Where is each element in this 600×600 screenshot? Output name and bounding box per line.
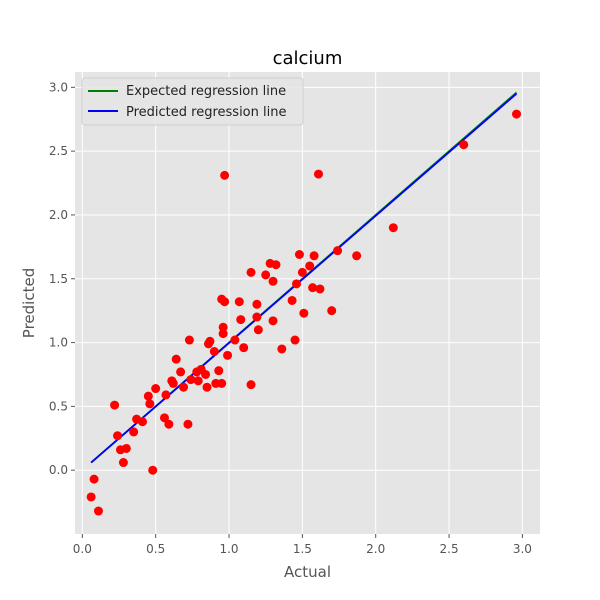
- regression-lines: [90, 91, 518, 464]
- legend: Expected regression line Predicted regre…: [81, 77, 304, 126]
- y-tick-label: 1.5: [49, 272, 68, 286]
- x-tick-label: 1.5: [293, 542, 312, 556]
- y-tick-label: 2.0: [49, 208, 68, 222]
- scatter-point: [246, 380, 256, 390]
- y-tick-label: 1.0: [49, 336, 68, 350]
- scatter-point: [291, 279, 301, 289]
- scatter-point: [137, 417, 147, 427]
- x-tick-label: 0.5: [146, 542, 165, 556]
- scatter-point: [218, 322, 228, 332]
- scatter-point: [315, 284, 325, 294]
- scatter-point: [305, 261, 315, 271]
- x-tick-label: 1.0: [219, 542, 238, 556]
- scatter-point: [287, 295, 297, 305]
- x-axis-label: Actual: [284, 563, 331, 581]
- scatter-point: [314, 169, 324, 179]
- scatter-point: [161, 390, 171, 400]
- scatter-points: [86, 109, 522, 516]
- scatter-point: [236, 315, 246, 325]
- scatter-point: [309, 251, 319, 261]
- scatter-point: [252, 312, 262, 322]
- scatter-point: [327, 306, 337, 316]
- scatter-point: [214, 366, 224, 376]
- y-axis-ticks: 0.0 0.5 1.0 1.5 2.0 2.5 3.0: [49, 80, 75, 477]
- x-tick-label: 2.0: [366, 542, 385, 556]
- scatter-point: [290, 335, 300, 345]
- scatter-point: [268, 276, 278, 286]
- scatter-point: [171, 354, 181, 364]
- scatter-point: [121, 443, 131, 453]
- scatter-point: [205, 336, 215, 346]
- scatter-point: [113, 431, 123, 441]
- scatter-point: [217, 378, 227, 388]
- x-tick-label: 3.0: [513, 542, 532, 556]
- scatter-point: [253, 325, 263, 335]
- scatter-point: [118, 458, 128, 468]
- scatter-point: [202, 382, 212, 392]
- scatter-point: [277, 344, 287, 354]
- scatter-point: [143, 391, 153, 401]
- scatter-point: [234, 297, 244, 307]
- scatter-point: [151, 384, 161, 394]
- scatter-point: [176, 367, 186, 377]
- legend-label-predicted: Predicted regression line: [126, 105, 286, 120]
- scatter-point: [129, 427, 139, 437]
- scatter-point: [388, 223, 398, 233]
- scatter-point: [179, 382, 189, 392]
- scatter-point: [333, 246, 343, 256]
- scatter-point: [297, 267, 307, 277]
- scatter-point: [159, 413, 169, 423]
- y-axis-label: Predicted: [20, 268, 38, 338]
- plot-area: [75, 72, 540, 534]
- scatter-point: [252, 299, 262, 309]
- scatter-point: [89, 474, 99, 484]
- scatter-point: [218, 329, 228, 339]
- scatter-point: [148, 465, 158, 475]
- scatter-point: [93, 506, 103, 516]
- scatter-point: [230, 335, 240, 345]
- scatter-point: [271, 260, 281, 270]
- scatter-point: [183, 419, 193, 429]
- x-tick-label: 0.0: [73, 542, 92, 556]
- scatter-point: [168, 378, 178, 388]
- scatter-point: [220, 170, 230, 180]
- scatter-point: [193, 376, 203, 386]
- scatter-point: [86, 492, 96, 502]
- scatter-point: [184, 335, 194, 345]
- y-tick-label: 2.5: [49, 144, 68, 158]
- y-tick-label: 0.0: [49, 463, 68, 477]
- chart-title: calcium: [273, 48, 343, 69]
- scatter-point: [512, 109, 522, 119]
- x-tick-label: 2.5: [440, 542, 459, 556]
- scatter-point: [223, 350, 233, 360]
- scatter-point: [459, 140, 469, 150]
- scatter-point: [308, 283, 318, 293]
- legend-box: [81, 77, 304, 126]
- scatter-point: [145, 399, 155, 409]
- legend-label-expected: Expected regression line: [126, 84, 286, 99]
- scatter-point: [186, 375, 196, 385]
- predicted-regression-line: [90, 93, 518, 464]
- scatter-point: [246, 267, 256, 277]
- scatter-point: [110, 400, 120, 410]
- y-tick-label: 0.5: [49, 399, 68, 413]
- x-axis-ticks: 0.0 0.5 1.0 1.5 2.0 2.5 3.0: [73, 534, 532, 556]
- scatter-point: [220, 297, 230, 307]
- scatter-point: [164, 419, 174, 429]
- scatter-point: [352, 251, 362, 261]
- scatter-point: [209, 346, 219, 356]
- scatter-point: [239, 343, 249, 353]
- scatter-point: [268, 316, 278, 326]
- scatter-point: [201, 369, 211, 379]
- scatter-point: [294, 250, 304, 260]
- scatter-point: [261, 270, 271, 280]
- scatter-point: [299, 308, 309, 318]
- y-tick-label: 3.0: [49, 80, 68, 94]
